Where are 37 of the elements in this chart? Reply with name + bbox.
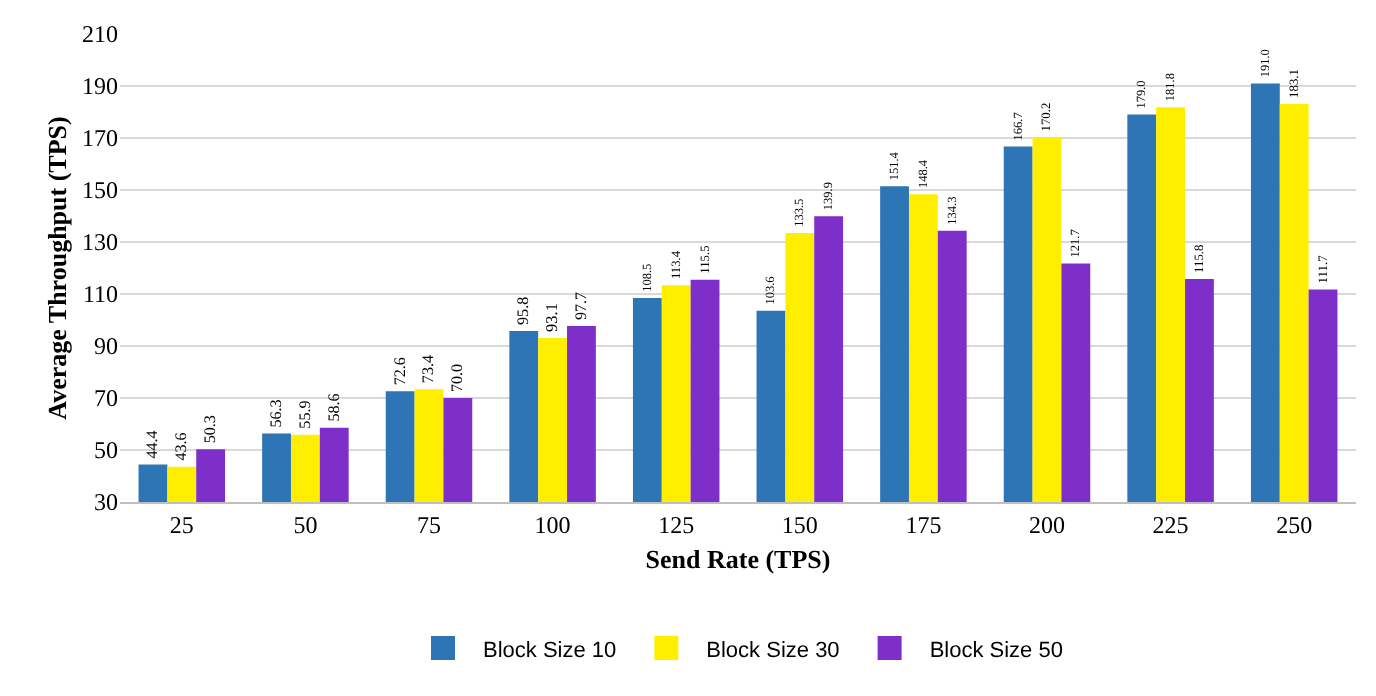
x-tick-label: 75 [417, 510, 441, 539]
x-tick-label: 25 [169, 510, 194, 539]
x-tick-label: 50 [293, 510, 318, 539]
data-label: 58.6 [324, 393, 343, 422]
x-tick-label: 125 [658, 510, 695, 539]
data-label: 97.7 [571, 291, 590, 320]
data-label: 70.0 [448, 363, 467, 392]
data-label: 73.4 [419, 355, 438, 384]
y-tick-label: 70 [94, 384, 118, 413]
y-tick-label: 150 [82, 176, 118, 205]
legend-label: Block Size 50 [929, 638, 1063, 663]
x-tick-label: 225 [1152, 510, 1189, 539]
data-label: 55.9 [295, 400, 314, 429]
data-label: 56.3 [266, 399, 285, 428]
y-axis-title: Average Throughput (TPS) [41, 116, 72, 420]
x-axis-title: Send Rate (TPS) [645, 544, 831, 574]
y-tick-label: 90 [94, 332, 118, 361]
y-tick-label: 210 [82, 20, 118, 49]
y-tick-label: 130 [82, 228, 118, 257]
x-tick-label: 250 [1276, 510, 1313, 539]
legend-label: Block Size 10 [483, 638, 617, 663]
data-label: 44.4 [143, 430, 162, 459]
x-tick-label: 150 [781, 510, 818, 539]
y-tick-label: 30 [94, 488, 118, 517]
data-label: 93.1 [543, 303, 562, 332]
data-label: 43.6 [172, 432, 191, 461]
y-tick-label: 110 [82, 280, 118, 309]
x-tick-label: 100 [534, 510, 571, 539]
x-tick-label: 175 [905, 510, 942, 539]
y-tick-label: 170 [82, 124, 118, 153]
y-tick-label: 50 [94, 436, 118, 465]
data-label: 72.6 [390, 357, 409, 386]
data-label: 95.8 [514, 296, 533, 325]
x-tick-label: 200 [1029, 510, 1065, 539]
data-label: 50.3 [201, 415, 220, 444]
legend-label: Block Size 30 [706, 638, 840, 663]
y-tick-label: 190 [82, 72, 118, 101]
